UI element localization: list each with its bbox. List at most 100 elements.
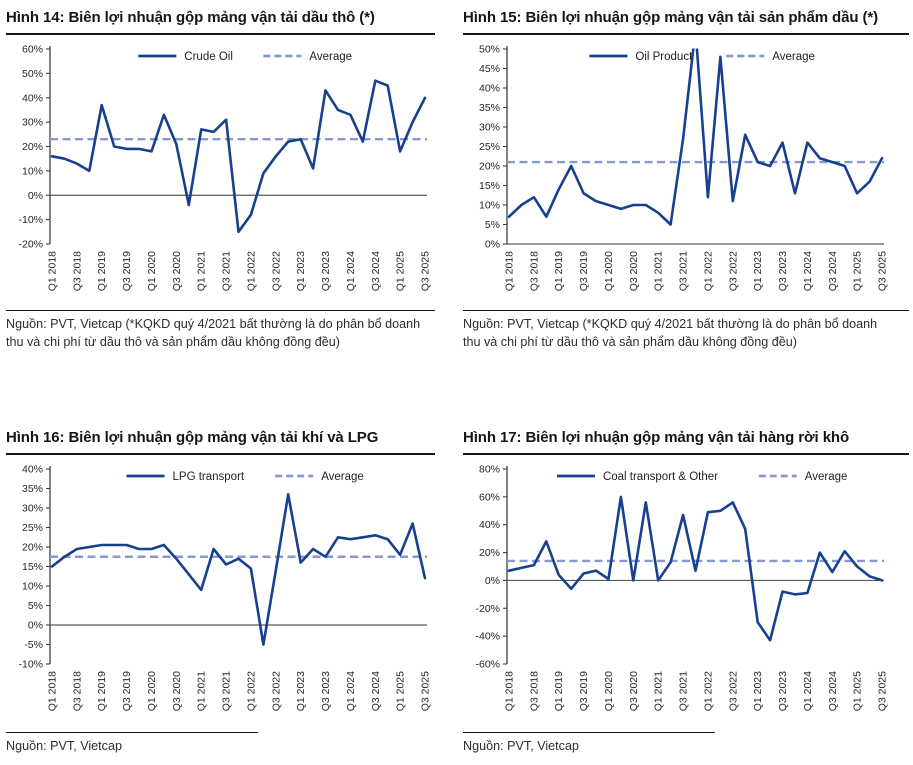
svg-text:Q1 2019: Q1 2019 <box>553 671 565 711</box>
chart-title: Hình 16: Biên lợi nhuận gộp mảng vận tải… <box>6 424 435 455</box>
svg-text:Q3 2020: Q3 2020 <box>171 671 183 711</box>
svg-text:Q3 2024: Q3 2024 <box>370 251 382 291</box>
svg-text:Q3 2021: Q3 2021 <box>678 671 690 711</box>
svg-text:15%: 15% <box>22 561 43 573</box>
svg-text:35%: 35% <box>479 102 500 114</box>
svg-text:-10%: -10% <box>18 214 43 226</box>
svg-text:Q1 2023: Q1 2023 <box>295 671 307 711</box>
source-note: Nguồn: PVT, Vietcap <box>6 739 122 753</box>
line-chart-crude-oil: -20% -10% 0% 10% 20% 30% 40% 50% 60% Q1 2018 Q3 20… <box>18 44 431 292</box>
source-divider <box>463 310 909 311</box>
chart-panel-hinh-17: Hình 17: Biên lợi nhuận gộp mảng vận tải… <box>459 424 911 756</box>
svg-text:Q1 2024: Q1 2024 <box>345 671 357 711</box>
chart-panel-hinh-16: Hình 16: Biên lợi nhuận gộp mảng vận tải… <box>2 424 437 756</box>
svg-text:Q3 2023: Q3 2023 <box>777 671 789 711</box>
charts-grid-row-1: Hình 14: Biên lợi nhuận gộp mảng vận tải… <box>2 4 913 400</box>
svg-text:Q3 2019: Q3 2019 <box>121 251 133 291</box>
svg-text:Q3 2021: Q3 2021 <box>678 251 690 291</box>
svg-text:Q1 2022: Q1 2022 <box>702 251 714 291</box>
svg-text:15%: 15% <box>479 180 500 192</box>
source-divider <box>6 310 435 311</box>
svg-text:Q3 2025: Q3 2025 <box>877 671 889 711</box>
svg-text:-20%: -20% <box>475 603 500 615</box>
source-note: Nguồn: PVT, Vietcap (*KQKD quý 4/2021 bấ… <box>463 317 878 349</box>
svg-text:Oil Product: Oil Product <box>635 51 693 63</box>
svg-text:Q3 2025: Q3 2025 <box>877 251 889 291</box>
svg-text:Average: Average <box>772 51 815 63</box>
svg-text:-40%: -40% <box>475 631 500 643</box>
svg-text:-5%: -5% <box>24 639 43 651</box>
svg-text:Q3 2020: Q3 2020 <box>628 671 640 711</box>
svg-text:Q3 2018: Q3 2018 <box>528 671 540 711</box>
svg-text:-10%: -10% <box>18 659 43 671</box>
svg-text:Q3 2020: Q3 2020 <box>171 251 183 291</box>
svg-text:Q1 2021: Q1 2021 <box>653 671 665 711</box>
line-chart-oil-product: 0% 5% 10% 15% 20% 25% 30% 35% 40% 45% 50% Q1 2018 Q3… <box>479 44 889 292</box>
svg-text:Q1 2025: Q1 2025 <box>852 251 864 291</box>
svg-text:0%: 0% <box>28 620 43 632</box>
svg-text:Average: Average <box>321 471 364 483</box>
svg-text:0%: 0% <box>28 190 43 202</box>
line-chart-coal-transport: -60% -40% -20% 0% 20% 40% 60% 80% Q1 2018 Q3 2018… <box>475 464 889 712</box>
svg-text:Q1 2019: Q1 2019 <box>553 251 565 291</box>
svg-text:Q3 2019: Q3 2019 <box>578 671 590 711</box>
svg-text:Q3 2018: Q3 2018 <box>528 251 540 291</box>
svg-text:Q3 2022: Q3 2022 <box>270 251 282 291</box>
svg-text:20%: 20% <box>479 161 500 173</box>
svg-text:Q1 2024: Q1 2024 <box>802 671 814 711</box>
svg-text:Q3 2025: Q3 2025 <box>420 671 432 711</box>
svg-text:Q3 2024: Q3 2024 <box>370 671 382 711</box>
svg-text:Q1 2018: Q1 2018 <box>504 671 516 711</box>
svg-text:5%: 5% <box>485 219 500 231</box>
svg-text:30%: 30% <box>22 117 43 129</box>
source-note: Nguồn: PVT, Vietcap <box>463 739 579 753</box>
svg-text:Q1 2021: Q1 2021 <box>653 251 665 291</box>
chart-panel-hinh-14: Hình 14: Biên lợi nhuận gộp mảng vận tải… <box>2 4 437 400</box>
svg-text:45%: 45% <box>479 63 500 75</box>
svg-text:Q1 2023: Q1 2023 <box>752 251 764 291</box>
svg-text:Q1 2025: Q1 2025 <box>395 671 407 711</box>
chart-title: Hình 15: Biên lợi nhuận gộp mảng vận tải… <box>463 4 909 35</box>
svg-text:Q1 2019: Q1 2019 <box>96 671 108 711</box>
chart-title: Hình 14: Biên lợi nhuận gộp mảng vận tải… <box>6 4 435 35</box>
svg-text:40%: 40% <box>22 464 43 476</box>
svg-text:20%: 20% <box>22 141 43 153</box>
chart-box: 0% 5% 10% 15% 20% 25% 30% 35% 40% 45% 50% Q1 2018 Q3… <box>463 35 909 308</box>
svg-text:20%: 20% <box>479 547 500 559</box>
svg-text:Average: Average <box>805 471 848 483</box>
svg-text:30%: 30% <box>479 122 500 134</box>
svg-text:25%: 25% <box>22 522 43 534</box>
svg-text:Q1 2025: Q1 2025 <box>852 671 864 711</box>
svg-text:Q3 2024: Q3 2024 <box>827 251 839 291</box>
svg-text:Q3 2023: Q3 2023 <box>320 671 332 711</box>
svg-text:40%: 40% <box>22 92 43 104</box>
svg-text:Q3 2022: Q3 2022 <box>270 671 282 711</box>
svg-text:Q1 2023: Q1 2023 <box>295 251 307 291</box>
svg-text:Q1 2019: Q1 2019 <box>96 251 108 291</box>
svg-text:-60%: -60% <box>475 659 500 671</box>
svg-text:Q1 2022: Q1 2022 <box>245 671 257 711</box>
charts-grid-row-2: Hình 16: Biên lợi nhuận gộp mảng vận tải… <box>2 424 913 756</box>
svg-text:40%: 40% <box>479 83 500 95</box>
svg-text:Q3 2018: Q3 2018 <box>71 671 83 711</box>
chart-panel-hinh-15: Hình 15: Biên lợi nhuận gộp mảng vận tải… <box>459 4 911 400</box>
svg-text:Q1 2020: Q1 2020 <box>146 251 158 291</box>
svg-text:Q1 2018: Q1 2018 <box>47 251 59 291</box>
svg-text:Q1 2023: Q1 2023 <box>752 671 764 711</box>
svg-text:Coal transport & Other: Coal transport & Other <box>603 471 718 483</box>
svg-text:Q3 2020: Q3 2020 <box>628 251 640 291</box>
svg-text:Q1 2020: Q1 2020 <box>603 671 615 711</box>
svg-text:Q1 2018: Q1 2018 <box>504 251 516 291</box>
svg-text:Q1 2021: Q1 2021 <box>196 671 208 711</box>
svg-text:0%: 0% <box>485 575 500 587</box>
svg-text:10%: 10% <box>22 581 43 593</box>
chart-title: Hình 17: Biên lợi nhuận gộp mảng vận tải… <box>463 424 909 455</box>
chart-box: -60% -40% -20% 0% 20% 40% 60% 80% Q1 2018 Q3 2018… <box>463 455 909 728</box>
source-note: Nguồn: PVT, Vietcap (*KQKD quý 4/2021 bấ… <box>6 317 421 349</box>
svg-text:25%: 25% <box>479 141 500 153</box>
svg-text:Q1 2021: Q1 2021 <box>196 251 208 291</box>
svg-text:Q3 2019: Q3 2019 <box>121 671 133 711</box>
svg-text:Q3 2024: Q3 2024 <box>827 671 839 711</box>
svg-text:30%: 30% <box>22 503 43 515</box>
